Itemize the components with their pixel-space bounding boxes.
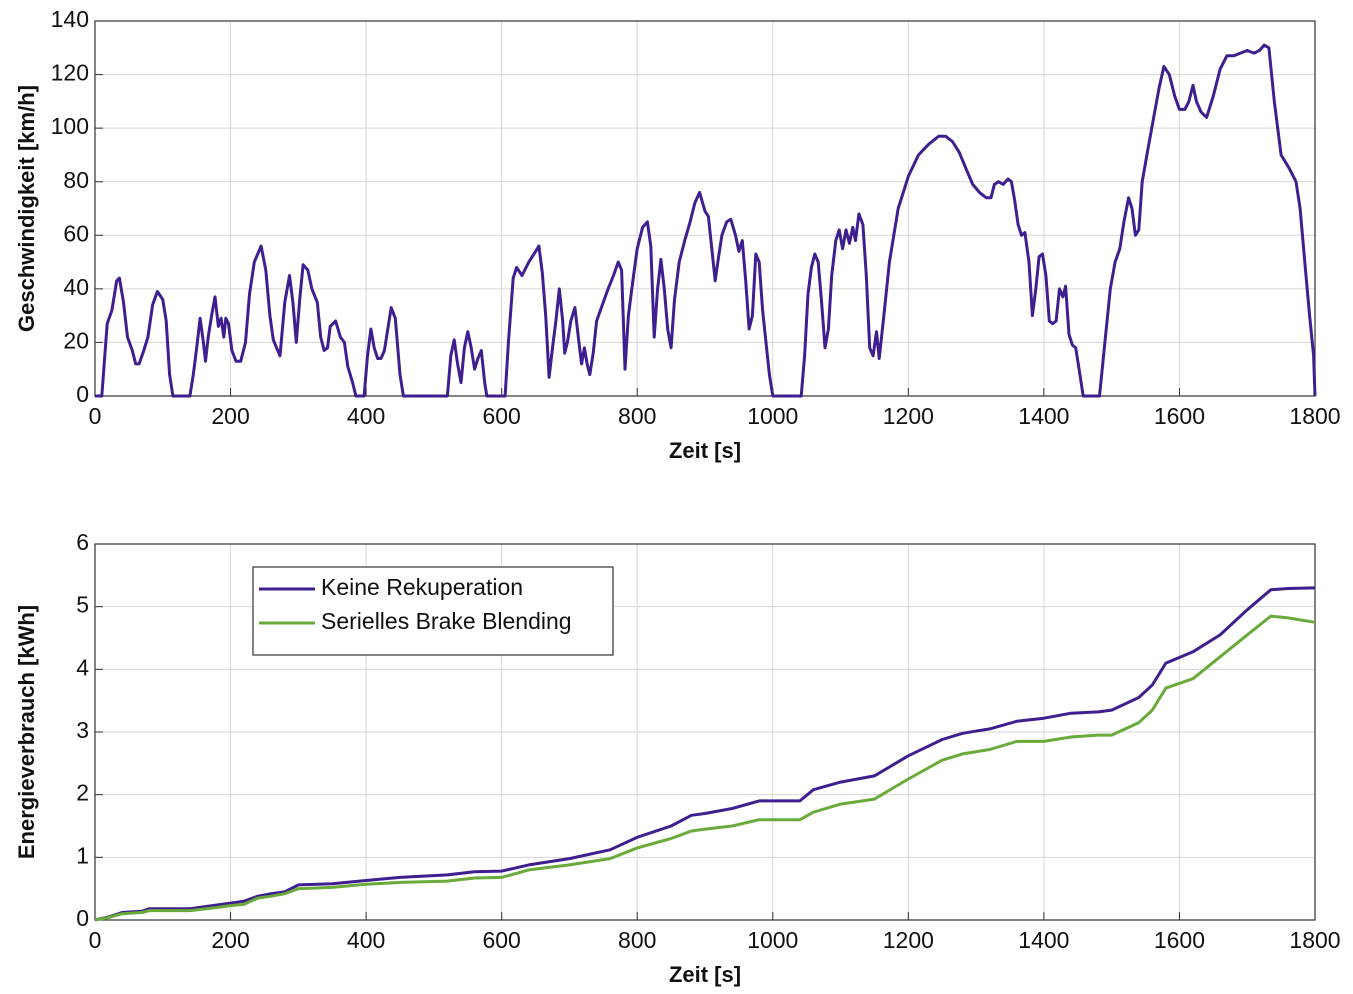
legend-box — [252, 566, 614, 656]
x-tick-label: 1600 — [1154, 927, 1205, 953]
legend-label: Keine Rekuperation — [321, 574, 523, 600]
line — [94, 586, 1316, 922]
x-tick-label: 1800 — [1289, 927, 1340, 953]
y-tick-label: 1 — [76, 842, 89, 868]
y-tick-label: 20 — [63, 328, 89, 354]
x-tick-label: 1200 — [883, 927, 934, 953]
legend-label: Serielles Brake Blending — [321, 608, 572, 634]
x-tick-label: 1200 — [883, 403, 934, 429]
plot-frame — [94, 20, 1316, 397]
plot-frame — [94, 543, 1316, 921]
y-tick-label: 6 — [76, 529, 89, 555]
y-tick-label: 0 — [76, 905, 89, 931]
x-tick-label: 200 — [211, 927, 249, 953]
y-axis-label: Energieverbrauch [kWh] — [14, 605, 39, 859]
line — [94, 614, 1316, 922]
y-tick-label: 140 — [51, 6, 89, 32]
y-tick-label: 5 — [76, 592, 89, 618]
x-tick-label: 1000 — [747, 403, 798, 429]
x-tick-label: 600 — [482, 927, 520, 953]
x-axis-label: Zeit [s] — [669, 962, 741, 987]
x-tick-label: 1400 — [1018, 403, 1069, 429]
y-tick-label: 0 — [76, 381, 89, 407]
x-tick-label: 800 — [618, 927, 656, 953]
line — [95, 43, 1317, 398]
y-tick-label: 3 — [76, 717, 89, 743]
x-tick-label: 1000 — [747, 927, 798, 953]
y-tick-label: 60 — [63, 220, 89, 246]
x-tick-label: 0 — [89, 927, 102, 953]
x-tick-label: 600 — [482, 403, 520, 429]
x-tick-label: 400 — [347, 927, 385, 953]
y-tick-label: 4 — [76, 654, 89, 680]
x-axis-label: Zeit [s] — [669, 438, 741, 463]
y-tick-label: 80 — [63, 167, 89, 193]
x-tick-label: 1600 — [1154, 403, 1205, 429]
x-tick-label: 200 — [211, 403, 249, 429]
y-tick-label: 40 — [63, 274, 89, 300]
y-tick-label: 2 — [76, 780, 89, 806]
x-tick-label: 800 — [618, 403, 656, 429]
y-axis-label: Geschwindigkeit [km/h] — [14, 85, 39, 332]
legend: Keine Rekuperation Serielles Brake Blendi… — [252, 566, 614, 656]
y-tick-label: 100 — [51, 113, 89, 139]
y-tick-label: 120 — [51, 60, 89, 86]
x-tick-label: 0 — [89, 403, 102, 429]
x-tick-label: 1800 — [1289, 403, 1340, 429]
x-tick-label: 1400 — [1018, 927, 1069, 953]
x-tick-label: 400 — [347, 403, 385, 429]
